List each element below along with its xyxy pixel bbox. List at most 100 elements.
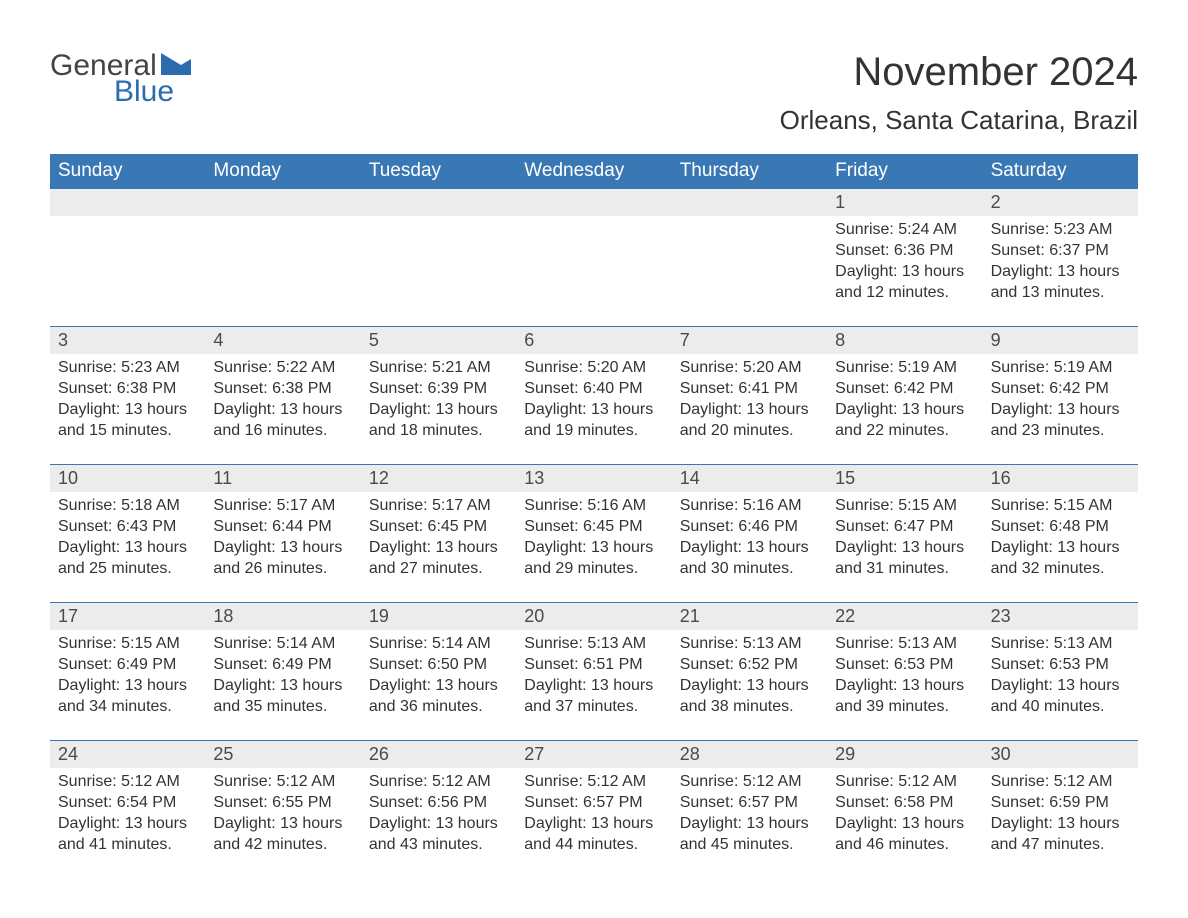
day-cell: Sunrise: 5:13 AMSunset: 6:53 PMDaylight:… xyxy=(827,630,982,740)
sunrise-text: Sunrise: 5:16 AM xyxy=(524,495,663,516)
daylight-text: Daylight: 13 hours and 29 minutes. xyxy=(524,537,663,579)
daynum-band: 3456789 xyxy=(50,327,1138,354)
sunrise-text: Sunrise: 5:15 AM xyxy=(991,495,1130,516)
sunrise-text: Sunrise: 5:13 AM xyxy=(680,633,819,654)
day-number: 11 xyxy=(205,465,360,492)
day-cell: Sunrise: 5:13 AMSunset: 6:53 PMDaylight:… xyxy=(983,630,1138,740)
sunset-text: Sunset: 6:37 PM xyxy=(991,240,1130,261)
day-number xyxy=(516,189,671,216)
week-row: 3456789Sunrise: 5:23 AMSunset: 6:38 PMDa… xyxy=(50,326,1138,464)
day-number: 20 xyxy=(516,603,671,630)
daylight-text: Daylight: 13 hours and 38 minutes. xyxy=(680,675,819,717)
sunrise-text: Sunrise: 5:15 AM xyxy=(835,495,974,516)
daylight-text: Daylight: 13 hours and 46 minutes. xyxy=(835,813,974,855)
day-number: 9 xyxy=(983,327,1138,354)
day-cell: Sunrise: 5:24 AMSunset: 6:36 PMDaylight:… xyxy=(827,216,982,326)
day-cell: Sunrise: 5:15 AMSunset: 6:48 PMDaylight:… xyxy=(983,492,1138,602)
daylight-text: Daylight: 13 hours and 22 minutes. xyxy=(835,399,974,441)
day-number: 27 xyxy=(516,741,671,768)
weekday-label: Monday xyxy=(205,154,360,188)
day-cell: Sunrise: 5:19 AMSunset: 6:42 PMDaylight:… xyxy=(827,354,982,464)
day-body-row: Sunrise: 5:24 AMSunset: 6:36 PMDaylight:… xyxy=(50,216,1138,326)
sunrise-text: Sunrise: 5:20 AM xyxy=(680,357,819,378)
sunset-text: Sunset: 6:40 PM xyxy=(524,378,663,399)
day-cell: Sunrise: 5:15 AMSunset: 6:47 PMDaylight:… xyxy=(827,492,982,602)
day-number: 26 xyxy=(361,741,516,768)
day-number: 13 xyxy=(516,465,671,492)
sunrise-text: Sunrise: 5:13 AM xyxy=(835,633,974,654)
daylight-text: Daylight: 13 hours and 25 minutes. xyxy=(58,537,197,579)
week-row: 24252627282930Sunrise: 5:12 AMSunset: 6:… xyxy=(50,740,1138,878)
brand-word-blue: Blue xyxy=(114,76,255,108)
day-cell xyxy=(672,216,827,326)
sunset-text: Sunset: 6:52 PM xyxy=(680,654,819,675)
week-row: 17181920212223Sunrise: 5:15 AMSunset: 6:… xyxy=(50,602,1138,740)
day-cell: Sunrise: 5:12 AMSunset: 6:57 PMDaylight:… xyxy=(672,768,827,878)
sunset-text: Sunset: 6:38 PM xyxy=(213,378,352,399)
sunset-text: Sunset: 6:59 PM xyxy=(991,792,1130,813)
daylight-text: Daylight: 13 hours and 23 minutes. xyxy=(991,399,1130,441)
day-cell: Sunrise: 5:16 AMSunset: 6:45 PMDaylight:… xyxy=(516,492,671,602)
sunrise-text: Sunrise: 5:17 AM xyxy=(369,495,508,516)
day-number: 24 xyxy=(50,741,205,768)
sunset-text: Sunset: 6:49 PM xyxy=(58,654,197,675)
day-number: 21 xyxy=(672,603,827,630)
brand-logo: General Blue xyxy=(50,50,191,113)
sunset-text: Sunset: 6:53 PM xyxy=(835,654,974,675)
sunrise-text: Sunrise: 5:18 AM xyxy=(58,495,197,516)
day-cell: Sunrise: 5:22 AMSunset: 6:38 PMDaylight:… xyxy=(205,354,360,464)
sunrise-text: Sunrise: 5:14 AM xyxy=(369,633,508,654)
daylight-text: Daylight: 13 hours and 32 minutes. xyxy=(991,537,1130,579)
weekday-label: Friday xyxy=(827,154,982,188)
day-cell: Sunrise: 5:21 AMSunset: 6:39 PMDaylight:… xyxy=(361,354,516,464)
sunrise-text: Sunrise: 5:16 AM xyxy=(680,495,819,516)
day-cell: Sunrise: 5:13 AMSunset: 6:52 PMDaylight:… xyxy=(672,630,827,740)
sunset-text: Sunset: 6:41 PM xyxy=(680,378,819,399)
daylight-text: Daylight: 13 hours and 47 minutes. xyxy=(991,813,1130,855)
sunrise-text: Sunrise: 5:13 AM xyxy=(524,633,663,654)
daynum-band: 10111213141516 xyxy=(50,465,1138,492)
daylight-text: Daylight: 13 hours and 30 minutes. xyxy=(680,537,819,579)
day-cell: Sunrise: 5:14 AMSunset: 6:49 PMDaylight:… xyxy=(205,630,360,740)
sunrise-text: Sunrise: 5:20 AM xyxy=(524,357,663,378)
sunset-text: Sunset: 6:42 PM xyxy=(991,378,1130,399)
day-cell xyxy=(516,216,671,326)
sunrise-text: Sunrise: 5:12 AM xyxy=(680,771,819,792)
day-number: 30 xyxy=(983,741,1138,768)
daylight-text: Daylight: 13 hours and 45 minutes. xyxy=(680,813,819,855)
daylight-text: Daylight: 13 hours and 40 minutes. xyxy=(991,675,1130,717)
daylight-text: Daylight: 13 hours and 18 minutes. xyxy=(369,399,508,441)
sunrise-text: Sunrise: 5:12 AM xyxy=(369,771,508,792)
day-cell: Sunrise: 5:17 AMSunset: 6:45 PMDaylight:… xyxy=(361,492,516,602)
sunrise-text: Sunrise: 5:24 AM xyxy=(835,219,974,240)
day-number: 2 xyxy=(983,189,1138,216)
day-number: 14 xyxy=(672,465,827,492)
day-cell: Sunrise: 5:19 AMSunset: 6:42 PMDaylight:… xyxy=(983,354,1138,464)
day-cell xyxy=(361,216,516,326)
title-block: November 2024 Orleans, Santa Catarina, B… xyxy=(780,50,1138,136)
page-header: General Blue November 2024 Orleans, Sant… xyxy=(50,50,1138,136)
week-row: 12Sunrise: 5:24 AMSunset: 6:36 PMDayligh… xyxy=(50,188,1138,326)
day-number: 3 xyxy=(50,327,205,354)
sunrise-text: Sunrise: 5:19 AM xyxy=(835,357,974,378)
day-number: 17 xyxy=(50,603,205,630)
day-number: 29 xyxy=(827,741,982,768)
daylight-text: Daylight: 13 hours and 36 minutes. xyxy=(369,675,508,717)
day-number: 28 xyxy=(672,741,827,768)
sunset-text: Sunset: 6:45 PM xyxy=(369,516,508,537)
sunset-text: Sunset: 6:46 PM xyxy=(680,516,819,537)
sunrise-text: Sunrise: 5:13 AM xyxy=(991,633,1130,654)
day-number: 7 xyxy=(672,327,827,354)
sunset-text: Sunset: 6:43 PM xyxy=(58,516,197,537)
day-cell: Sunrise: 5:12 AMSunset: 6:58 PMDaylight:… xyxy=(827,768,982,878)
sunrise-text: Sunrise: 5:12 AM xyxy=(991,771,1130,792)
daylight-text: Daylight: 13 hours and 13 minutes. xyxy=(991,261,1130,303)
day-cell: Sunrise: 5:20 AMSunset: 6:41 PMDaylight:… xyxy=(672,354,827,464)
day-cell: Sunrise: 5:20 AMSunset: 6:40 PMDaylight:… xyxy=(516,354,671,464)
day-body-row: Sunrise: 5:18 AMSunset: 6:43 PMDaylight:… xyxy=(50,492,1138,602)
day-cell xyxy=(205,216,360,326)
sunset-text: Sunset: 6:58 PM xyxy=(835,792,974,813)
sunset-text: Sunset: 6:39 PM xyxy=(369,378,508,399)
weekday-label: Thursday xyxy=(672,154,827,188)
day-number xyxy=(50,189,205,216)
